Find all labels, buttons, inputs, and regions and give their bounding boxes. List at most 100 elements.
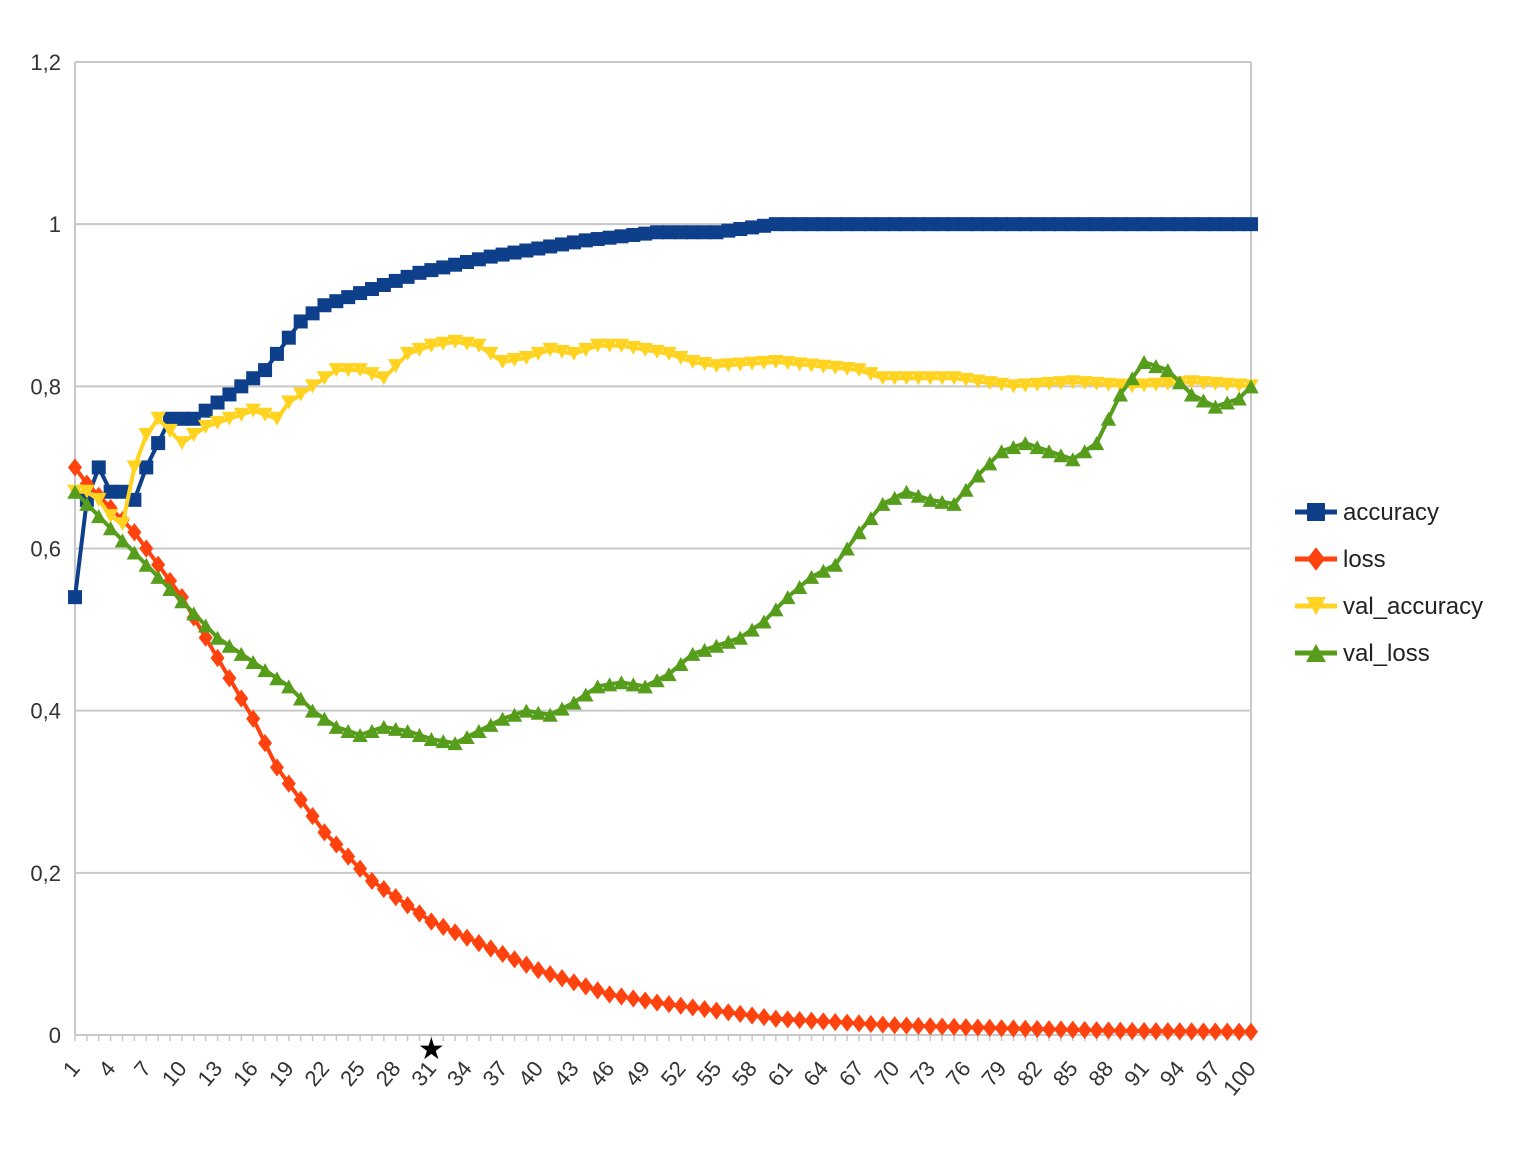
data-point <box>852 1014 866 1033</box>
data-point <box>483 249 498 264</box>
data-point <box>68 458 82 477</box>
data-point <box>234 689 249 708</box>
data-point <box>233 646 250 661</box>
y-tick-label: 0,6 <box>30 537 61 562</box>
data-point <box>673 350 689 365</box>
star-icon: ★ <box>418 1032 445 1067</box>
data-point <box>341 847 356 866</box>
data-point <box>399 346 416 361</box>
data-point <box>364 871 379 891</box>
data-point <box>471 252 486 267</box>
data-point <box>886 371 903 386</box>
data-point <box>138 557 154 572</box>
x-tick-label: 34 <box>442 1056 477 1091</box>
data-point <box>269 758 284 777</box>
x-tick-label: 22 <box>299 1056 334 1091</box>
data-point <box>614 229 629 244</box>
data-point <box>1232 217 1247 232</box>
data-point <box>566 346 582 361</box>
data-point <box>197 419 214 434</box>
data-point <box>543 239 558 254</box>
data-point <box>506 707 523 722</box>
data-point <box>970 468 986 483</box>
data-point <box>269 346 284 361</box>
data-point <box>281 679 297 694</box>
data-point <box>543 965 558 984</box>
data-point <box>768 217 783 232</box>
data-point <box>875 496 891 511</box>
data-point <box>376 879 391 899</box>
data-point <box>221 638 238 653</box>
data-point <box>448 257 463 272</box>
data-point <box>1125 1021 1140 1041</box>
data-point <box>257 663 273 678</box>
data-point <box>1112 378 1129 393</box>
x-tick-label: 55 <box>691 1056 726 1091</box>
data-point <box>531 241 546 256</box>
data-point <box>364 367 380 382</box>
data-point <box>650 225 665 240</box>
data-point <box>1220 1022 1235 1041</box>
data-point <box>1148 1022 1163 1041</box>
data-point <box>103 484 118 499</box>
data-point <box>555 969 570 988</box>
data-point <box>708 638 725 653</box>
series-loss <box>68 458 1258 1041</box>
data-point <box>198 403 213 418</box>
x-tick-label: 67 <box>834 1056 869 1091</box>
data-point <box>1041 444 1057 459</box>
data-point <box>780 1010 795 1029</box>
data-point <box>804 217 819 232</box>
data-point <box>661 346 677 361</box>
x-tick-label: 43 <box>549 1056 584 1091</box>
data-point <box>1017 436 1034 451</box>
data-point <box>1231 391 1247 406</box>
data-point <box>958 372 974 387</box>
data-point <box>780 590 796 605</box>
data-point <box>696 357 713 372</box>
data-point <box>114 533 131 548</box>
legend: accuracy loss val_accuracy val_loss <box>1295 499 1483 667</box>
data-point <box>1124 371 1140 386</box>
data-point <box>198 628 213 647</box>
data-point <box>650 993 665 1012</box>
data-point <box>209 630 226 645</box>
data-point <box>661 995 676 1014</box>
data-point <box>388 888 403 907</box>
x-tick-label: 16 <box>228 1056 263 1091</box>
data-point <box>981 376 998 391</box>
data-point <box>1243 379 1259 394</box>
data-point <box>923 1017 938 1036</box>
x-tick-label: 88 <box>1083 1056 1118 1091</box>
y-tick-label: 0 <box>49 1023 61 1048</box>
x-tick-label: 82 <box>1012 1056 1047 1091</box>
data-point <box>673 225 688 240</box>
data-point <box>780 217 795 232</box>
x-tick-label: 4 <box>93 1056 120 1081</box>
data-point <box>102 509 119 524</box>
legend-label: val_accuracy <box>1343 593 1483 620</box>
data-point <box>684 646 701 661</box>
data-point <box>935 217 950 232</box>
data-point <box>293 314 308 329</box>
data-point <box>423 338 440 353</box>
data-point <box>1006 1019 1021 1038</box>
series-group <box>67 217 1259 1041</box>
data-point <box>530 346 546 361</box>
data-point <box>115 484 130 499</box>
data-point <box>411 727 428 742</box>
data-point <box>364 282 379 297</box>
data-point <box>91 509 107 524</box>
data-point <box>483 939 498 958</box>
data-point <box>697 225 712 240</box>
data-point <box>91 492 107 507</box>
data-point <box>578 687 594 702</box>
data-point <box>494 355 511 370</box>
data-point <box>1160 217 1175 232</box>
data-point <box>625 677 642 692</box>
data-point <box>1208 1022 1223 1041</box>
data-point <box>67 484 83 499</box>
data-point <box>827 360 843 375</box>
data-point <box>234 379 249 394</box>
data-point <box>887 217 902 232</box>
